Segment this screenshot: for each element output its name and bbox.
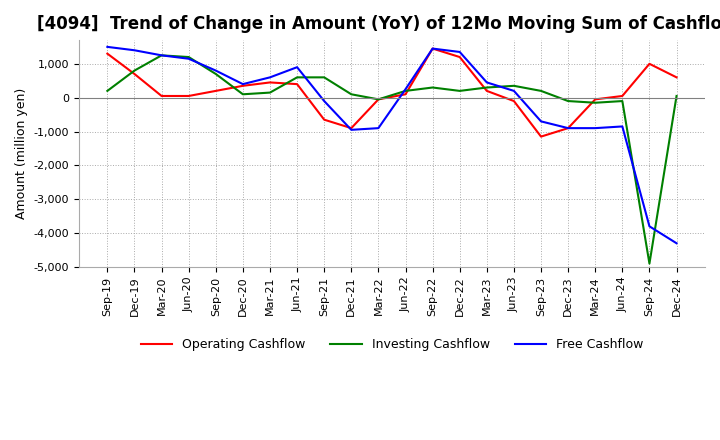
Investing Cashflow (455, 88, 464, 94)
Operating Cashflow (401, 92, 410, 97)
Free Cashflow (130, 48, 139, 53)
Title: [4094]  Trend of Change in Amount (YoY) of 12Mo Moving Sum of Cashflows: [4094] Trend of Change in Amount (YoY) o… (37, 15, 720, 33)
Legend: Operating Cashflow, Investing Cashflow, Free Cashflow: Operating Cashflow, Investing Cashflow, … (135, 333, 648, 356)
Investing Cashflow (482, 85, 491, 90)
Free Cashflow (266, 75, 274, 80)
Line: Operating Cashflow: Operating Cashflow (107, 48, 677, 136)
Investing Cashflow (645, 261, 654, 266)
Free Cashflow (510, 88, 518, 94)
Operating Cashflow (672, 75, 681, 80)
Free Cashflow (591, 125, 600, 131)
Investing Cashflow (510, 83, 518, 88)
Operating Cashflow (293, 81, 302, 87)
Operating Cashflow (455, 55, 464, 60)
Investing Cashflow (374, 97, 383, 102)
Operating Cashflow (645, 61, 654, 66)
Investing Cashflow (212, 71, 220, 77)
Free Cashflow (672, 241, 681, 246)
Investing Cashflow (130, 68, 139, 73)
Investing Cashflow (157, 53, 166, 58)
Free Cashflow (536, 119, 545, 124)
Operating Cashflow (347, 125, 356, 131)
Free Cashflow (455, 49, 464, 55)
Operating Cashflow (482, 88, 491, 94)
Operating Cashflow (374, 97, 383, 102)
Operating Cashflow (130, 71, 139, 77)
Operating Cashflow (238, 83, 247, 88)
Operating Cashflow (212, 88, 220, 94)
Free Cashflow (157, 53, 166, 58)
Free Cashflow (564, 125, 572, 131)
Free Cashflow (618, 124, 626, 129)
Line: Free Cashflow: Free Cashflow (107, 47, 677, 243)
Free Cashflow (320, 99, 328, 104)
Investing Cashflow (238, 92, 247, 97)
Free Cashflow (645, 224, 654, 229)
Y-axis label: Amount (million yen): Amount (million yen) (15, 88, 28, 219)
Investing Cashflow (103, 88, 112, 94)
Investing Cashflow (347, 92, 356, 97)
Free Cashflow (293, 65, 302, 70)
Investing Cashflow (428, 85, 437, 90)
Operating Cashflow (564, 125, 572, 131)
Free Cashflow (238, 81, 247, 87)
Investing Cashflow (536, 88, 545, 94)
Operating Cashflow (618, 93, 626, 99)
Investing Cashflow (618, 99, 626, 104)
Operating Cashflow (591, 97, 600, 102)
Operating Cashflow (536, 134, 545, 139)
Investing Cashflow (320, 75, 328, 80)
Free Cashflow (374, 125, 383, 131)
Line: Investing Cashflow: Investing Cashflow (107, 55, 677, 264)
Free Cashflow (482, 80, 491, 85)
Operating Cashflow (157, 93, 166, 99)
Free Cashflow (103, 44, 112, 50)
Free Cashflow (184, 56, 193, 61)
Free Cashflow (347, 127, 356, 132)
Investing Cashflow (266, 90, 274, 95)
Investing Cashflow (401, 88, 410, 94)
Operating Cashflow (510, 99, 518, 104)
Operating Cashflow (184, 93, 193, 99)
Investing Cashflow (672, 93, 681, 99)
Operating Cashflow (266, 80, 274, 85)
Investing Cashflow (184, 55, 193, 60)
Operating Cashflow (103, 51, 112, 56)
Free Cashflow (401, 87, 410, 92)
Free Cashflow (428, 46, 437, 51)
Investing Cashflow (293, 75, 302, 80)
Operating Cashflow (320, 117, 328, 122)
Investing Cashflow (564, 99, 572, 104)
Free Cashflow (212, 68, 220, 73)
Investing Cashflow (591, 100, 600, 106)
Operating Cashflow (428, 46, 437, 51)
